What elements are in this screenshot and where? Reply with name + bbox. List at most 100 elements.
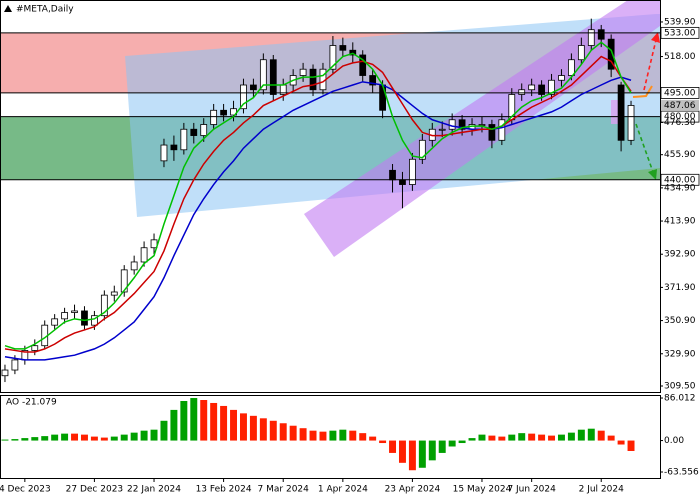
candle-body (538, 84, 545, 95)
ao-bar (468, 438, 476, 441)
chart-title: #META,Daily (16, 5, 74, 15)
ao-bar (607, 435, 615, 441)
ao-tick-label: -63.556 (664, 467, 699, 477)
ao-bar (458, 440, 466, 444)
candle-body (617, 84, 625, 141)
ao-bar (41, 436, 49, 441)
ao-bar (249, 415, 257, 441)
x-tick-label: 23 Apr 2024 (385, 485, 441, 495)
y-tick-label: 350.90 (664, 316, 696, 326)
ao-bar (51, 434, 59, 441)
y-tick-label: 476.30 (664, 118, 696, 128)
candle-body (120, 269, 128, 293)
ao-bar (299, 428, 307, 441)
candle-body (140, 247, 148, 263)
ao-bar (100, 437, 108, 441)
x-tick-label: 15 May 2024 (453, 485, 512, 495)
candle-body (568, 59, 575, 76)
ao-bar (200, 400, 208, 441)
candle-body (448, 119, 456, 130)
candle-body (190, 128, 198, 136)
ao-bar (329, 430, 337, 441)
y-tick-label: 371.90 (664, 283, 696, 293)
y-tick-label: 518.00 (664, 52, 696, 62)
ao-bar (478, 434, 486, 441)
ao-bar (180, 400, 188, 441)
ao-bar (438, 440, 446, 453)
y-tick-label: 392.90 (664, 250, 696, 260)
ao-bar (289, 425, 297, 441)
x-tick-label: 7 Mar 2024 (258, 485, 310, 495)
candle-body (627, 105, 635, 141)
candle-body (160, 144, 168, 162)
ao-bar (518, 433, 526, 441)
candle-body (259, 59, 267, 91)
candle-body (11, 359, 19, 371)
ao-bar (528, 433, 536, 441)
ao-bar (140, 430, 148, 441)
candle-body (91, 315, 98, 326)
level-label: 440.00 (664, 175, 696, 185)
ao-bar (448, 440, 456, 447)
candle-body (200, 124, 208, 136)
up-arrow-head (651, 32, 660, 43)
ao-bar (239, 413, 247, 441)
current-price-label: 487.06 (664, 101, 696, 111)
ao-bar (160, 420, 168, 441)
ao-bar (1, 439, 9, 441)
ao-tick-label: 0.00 (664, 436, 684, 446)
down-arrow (635, 123, 654, 173)
y-tick-label: 455.90 (664, 150, 696, 160)
candle-body (329, 45, 337, 70)
ao-bar (71, 433, 79, 441)
x-tick-label: 7 Jun 2024 (507, 485, 556, 495)
level-label: 533.00 (664, 28, 696, 38)
candle-body (250, 84, 257, 91)
candle-body (409, 158, 416, 185)
ao-bar (567, 432, 575, 441)
y-tick-label: 309.50 (664, 381, 696, 391)
candle-body (51, 318, 59, 326)
y-tick-label: 434.90 (664, 183, 696, 193)
candle-body (100, 294, 108, 317)
current-price-box (661, 99, 699, 111)
main-frame (0, 0, 661, 393)
x-tick-label: 1 Apr 2024 (318, 485, 368, 495)
x-tick-label: 13 Feb 2024 (196, 485, 252, 495)
ao-bar (120, 434, 128, 441)
ao-bar (309, 430, 317, 441)
candle-body (240, 84, 247, 110)
candle-body (577, 45, 585, 61)
ao-bar (61, 433, 69, 441)
ao-bar (210, 402, 218, 441)
candle-body (170, 144, 178, 151)
candle-body (110, 291, 118, 296)
candle-body (389, 169, 396, 181)
ao-bar (21, 438, 29, 441)
level-label-box (660, 110, 700, 123)
ao-bar (349, 430, 357, 441)
candle-body (558, 75, 565, 81)
ao-bar (150, 429, 158, 441)
ao-bar (508, 434, 516, 441)
ao-bar (557, 434, 565, 441)
candle-body (518, 89, 526, 95)
moving-average (4, 76, 632, 361)
level-label-box (660, 173, 700, 186)
ao-bar (269, 420, 277, 441)
candle-body (438, 128, 446, 131)
ao-bar (398, 440, 406, 463)
ao-bar (90, 436, 98, 441)
ao-bar (220, 405, 228, 441)
y-tick-label: 539.90 (664, 17, 696, 27)
candle-body (61, 312, 68, 320)
candle-body (220, 109, 227, 116)
ao-bar (31, 437, 39, 441)
ao-bar (617, 440, 625, 445)
x-tick-label: 2 Jul 2024 (579, 485, 624, 495)
candle-body (369, 75, 377, 86)
ao-bar (488, 435, 496, 441)
candle-body (210, 109, 218, 125)
ao-bar (110, 436, 118, 441)
level-label: 480.00 (664, 112, 696, 122)
